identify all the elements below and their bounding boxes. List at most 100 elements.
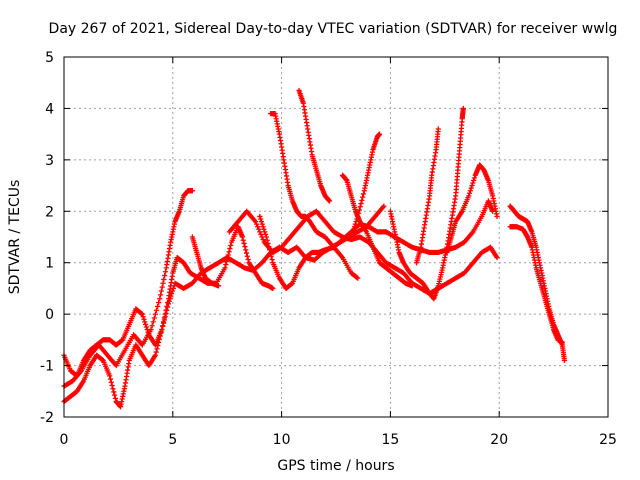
data-point — [160, 280, 166, 286]
y-tick-label: 0 — [45, 307, 54, 323]
data-point — [170, 285, 176, 292]
data-point — [239, 234, 246, 240]
x-tick-label: 10 — [273, 432, 291, 448]
axis-ticks — [63, 56, 609, 418]
data-point — [268, 253, 274, 259]
data-point — [162, 269, 169, 275]
data-point — [242, 244, 248, 250]
data-point — [355, 213, 361, 220]
data-point — [160, 320, 167, 326]
series-track-15 — [507, 224, 565, 346]
series-track-2 — [61, 203, 387, 379]
data-point — [266, 244, 272, 250]
data-point — [471, 175, 478, 181]
data-point — [112, 395, 119, 401]
series-track-6 — [257, 198, 496, 292]
data-point — [215, 283, 222, 289]
data-point — [153, 307, 160, 313]
x-tick-label: 0 — [60, 432, 69, 448]
data-point — [258, 216, 264, 222]
plot-frame — [63, 56, 609, 418]
data-point — [157, 292, 164, 298]
y-tick-label: 2 — [45, 204, 54, 220]
data-point — [358, 200, 364, 207]
data-point — [468, 185, 474, 191]
data-point — [262, 231, 269, 238]
data-point — [264, 237, 270, 243]
data-point — [267, 247, 273, 253]
data-point — [245, 256, 251, 263]
x-tick-label: 5 — [168, 432, 177, 448]
data-point — [240, 237, 246, 243]
data-point — [164, 307, 170, 313]
data-point — [356, 207, 362, 213]
data-point — [265, 240, 271, 247]
data-point — [141, 316, 147, 322]
data-point — [359, 197, 365, 203]
y-tick-label: 4 — [45, 101, 54, 117]
data-point — [143, 324, 150, 330]
x-tick-labels: 0 5 10 15 20 25 — [60, 432, 617, 448]
data-point — [435, 126, 441, 132]
data-point — [152, 311, 158, 317]
data-point — [111, 389, 117, 395]
data-point — [189, 188, 195, 194]
data-point — [355, 275, 361, 281]
data-point — [108, 379, 114, 385]
data-point — [226, 249, 232, 255]
data-point — [351, 226, 357, 232]
data-point — [148, 326, 154, 333]
data-point — [262, 229, 268, 235]
data-point — [159, 326, 165, 333]
data-point — [326, 198, 333, 204]
series-track-12 — [413, 126, 441, 266]
data-point — [351, 224, 358, 230]
data-point — [376, 131, 383, 137]
data-point — [357, 204, 363, 210]
y-tick-label: -2 — [40, 410, 54, 426]
data-point — [243, 250, 250, 256]
data-point — [243, 247, 249, 253]
data-point — [360, 194, 366, 200]
data-point — [228, 242, 234, 248]
data-point — [470, 180, 476, 186]
data-point — [154, 346, 160, 352]
series-track-4 — [189, 234, 222, 289]
data-point — [158, 288, 164, 294]
data-point — [494, 213, 500, 220]
data-point — [111, 392, 118, 398]
x-tick-label: 25 — [599, 432, 617, 448]
data-point — [241, 240, 247, 247]
data-point — [467, 188, 473, 194]
data-point — [140, 314, 146, 320]
y-tick-label: 3 — [45, 153, 54, 169]
x-tick-label: 15 — [381, 432, 399, 448]
data-point — [381, 203, 387, 209]
data-point — [355, 210, 362, 216]
data-point — [110, 386, 116, 392]
data-point — [227, 245, 233, 252]
data-point — [469, 182, 475, 189]
data-point — [256, 226, 262, 232]
data-point — [139, 311, 145, 317]
data-point — [165, 301, 172, 307]
data-point — [143, 321, 149, 328]
series-track-8 — [296, 87, 333, 204]
data-point — [348, 234, 354, 240]
data-point — [167, 296, 173, 302]
data-point — [559, 339, 565, 346]
series-track-7 — [268, 110, 361, 281]
data-point — [109, 382, 115, 389]
data-point — [460, 105, 466, 112]
data-point — [270, 285, 276, 292]
data-point — [466, 190, 473, 196]
data-point — [168, 293, 174, 299]
series-track-3 — [61, 188, 195, 389]
data-point — [244, 253, 250, 259]
data-point — [156, 299, 162, 306]
y-tick-label: 5 — [45, 50, 54, 66]
y-tick-label: 1 — [45, 256, 54, 272]
series-track-11 — [387, 105, 466, 302]
data-point — [163, 310, 169, 317]
data-point — [349, 231, 355, 238]
